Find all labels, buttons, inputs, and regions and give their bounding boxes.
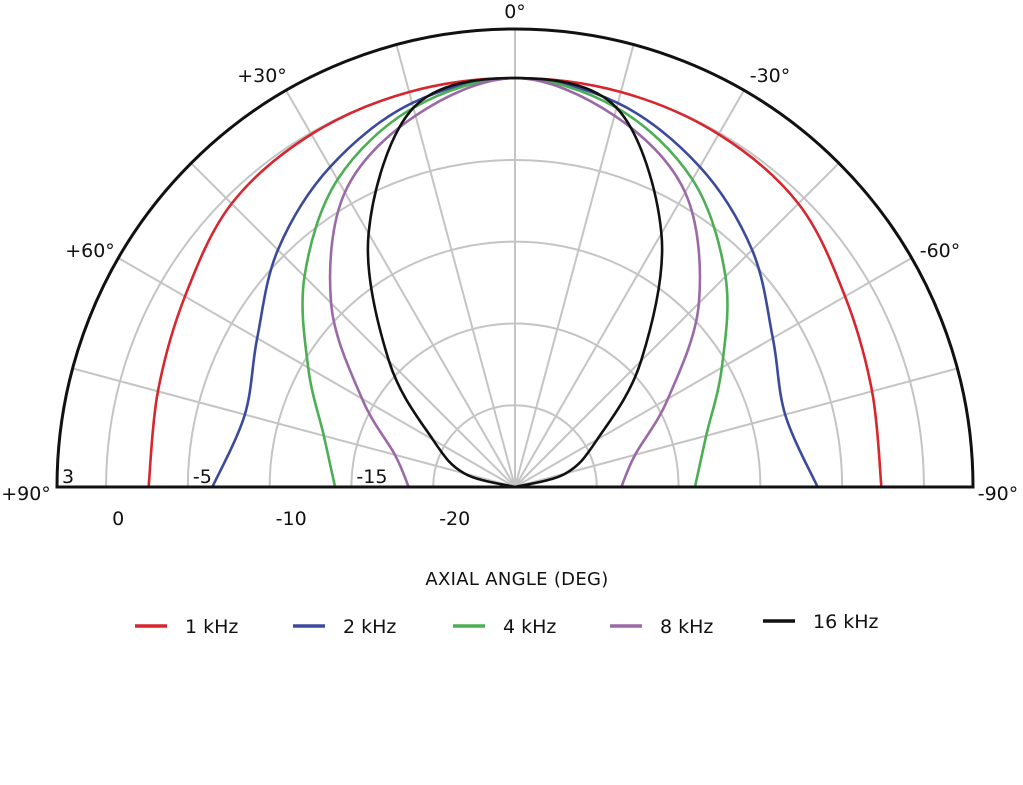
- grid-spoke: [117, 257, 516, 488]
- series-curves: [147, 76, 883, 489]
- legend-item: 8 kHz: [610, 616, 713, 638]
- radial-tick-label: 3: [62, 466, 74, 488]
- grid-spoke: [72, 367, 516, 488]
- grid-spoke: [514, 367, 958, 488]
- legend-label: 16 kHz: [813, 611, 879, 633]
- tick-labels: +90° +60° +30° 0° -30° -60° -90° 3 0 -5 -10 -15 -20: [1, 1, 1018, 530]
- legend-label: 8 kHz: [660, 616, 713, 638]
- grid-spoke: [514, 44, 635, 488]
- legend-label: 2 kHz: [343, 616, 396, 638]
- angle-tick-label: -90°: [978, 483, 1019, 505]
- grid-spoke: [190, 162, 516, 488]
- legend-label: 4 kHz: [503, 616, 556, 638]
- legend-item: 16 kHz: [763, 611, 879, 633]
- grid-spoke: [514, 89, 745, 488]
- grid-spoke: [514, 257, 913, 488]
- angle-tick-label: +60°: [65, 240, 115, 262]
- grid: [72, 29, 958, 488]
- radial-tick-label: -10: [276, 508, 307, 530]
- legend-item: 2 kHz: [293, 616, 396, 638]
- outer-frame: [55, 27, 975, 489]
- radial-tick-label: -5: [193, 466, 212, 488]
- series-line-16-khz: [366, 76, 664, 489]
- angle-tick-label: -30°: [750, 65, 791, 87]
- radial-tick-label: -15: [356, 466, 387, 488]
- legend-label: 1 kHz: [185, 616, 238, 638]
- legend: 1 kHz 2 kHz 4 kHz 8 kHz 16 kHz: [135, 611, 879, 638]
- angle-tick-label: +30°: [237, 65, 287, 87]
- angle-tick-label: 0°: [504, 1, 526, 23]
- radial-tick-label: 0: [112, 508, 124, 530]
- grid-spoke: [395, 44, 516, 488]
- legend-item: 4 kHz: [453, 616, 556, 638]
- x-axis-label: AXIAL ANGLE (DEG): [425, 569, 608, 590]
- frame: [55, 27, 975, 489]
- radial-tick-label: -20: [439, 508, 470, 530]
- angle-tick-label: +90°: [1, 483, 51, 505]
- legend-item: 1 kHz: [135, 616, 238, 638]
- grid-spoke: [514, 162, 840, 488]
- angle-tick-label: -60°: [920, 240, 961, 262]
- grid-spoke: [285, 89, 516, 488]
